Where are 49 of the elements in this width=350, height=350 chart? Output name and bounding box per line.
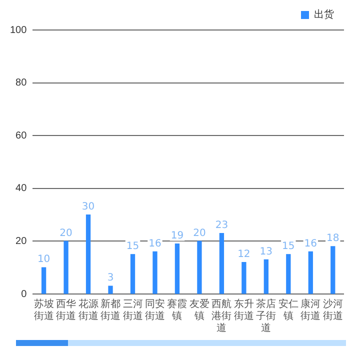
bar — [41, 267, 46, 294]
x-tick-label: 东升街道 — [234, 298, 254, 322]
x-tick-label: 同安街道 — [144, 298, 165, 322]
data-label: 15 — [126, 240, 140, 252]
x-tick-label: 沙河街道 — [322, 298, 343, 322]
bar — [64, 240, 68, 294]
bar — [286, 254, 291, 294]
y-tick-label: 60 — [16, 130, 28, 142]
x-tick-label: 苏坡街道 — [34, 298, 54, 322]
x-tick-label: 西华街道 — [56, 298, 76, 322]
data-label: 10 — [37, 254, 50, 266]
x-tick-label: 三河街道 — [122, 298, 143, 322]
bar — [219, 232, 224, 294]
x-tick-label: 赛霞镇 — [167, 298, 188, 322]
data-label: 30 — [82, 201, 95, 212]
data-label: 3 — [107, 272, 114, 284]
legend-label: 出货 — [314, 8, 334, 21]
bar — [308, 251, 313, 294]
y-tick-label: 100 — [10, 24, 28, 36]
bar — [130, 254, 136, 294]
y-tick-label: 0 — [21, 288, 28, 300]
data-label: 20 — [60, 228, 72, 239]
x-tick-label: 新都街道 — [100, 298, 121, 322]
bar — [330, 246, 336, 294]
data-label: 19 — [170, 230, 184, 242]
y-tick-label: 40 — [16, 183, 28, 194]
x-tick-label: 茶店子街道 — [256, 298, 276, 334]
x-tick-label: 友爱镇 — [189, 298, 210, 322]
bar — [264, 259, 268, 294]
x-tick-label: 花源街道 — [78, 298, 98, 322]
data-label: 16 — [304, 238, 318, 250]
data-label: 12 — [238, 248, 250, 260]
data-label: 20 — [193, 228, 206, 239]
bar — [108, 286, 113, 294]
x-tick-label: 西航港街道 — [212, 298, 232, 334]
data-label: 23 — [215, 220, 228, 231]
data-label: 18 — [326, 233, 340, 244]
bar — [174, 244, 180, 294]
x-tick-label: 安仁镇 — [278, 298, 298, 322]
bar — [242, 262, 246, 294]
bar — [152, 251, 158, 294]
data-label: 13 — [260, 246, 273, 258]
x-tick-label: 康河街道 — [300, 298, 321, 322]
y-tick-label: 80 — [16, 78, 28, 89]
bar — [86, 214, 91, 294]
y-tick-label: 20 — [16, 236, 28, 247]
data-label: 15 — [282, 240, 295, 252]
data-label: 16 — [148, 238, 162, 250]
bar — [197, 240, 202, 294]
